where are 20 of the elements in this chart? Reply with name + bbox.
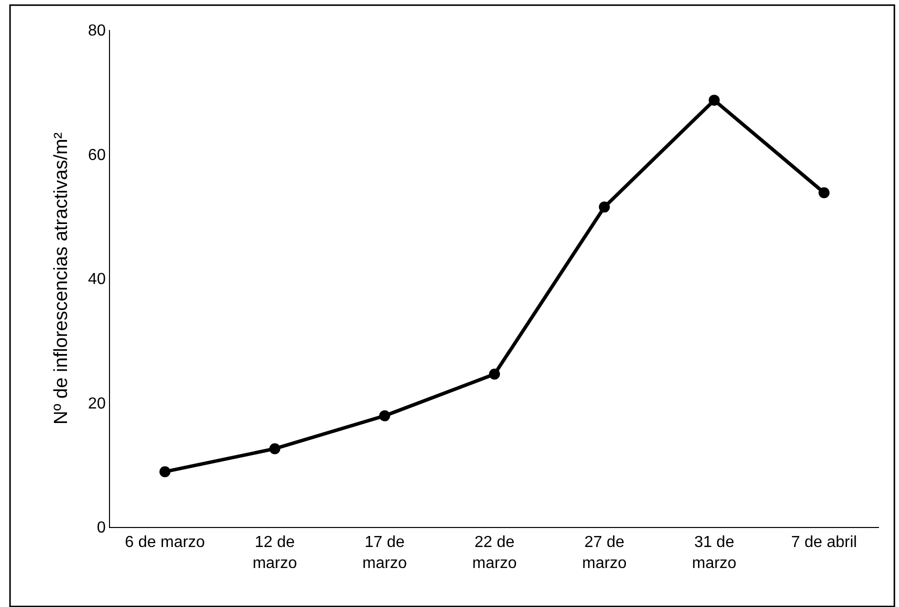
point	[598, 202, 610, 213]
point	[489, 368, 500, 380]
point	[159, 466, 170, 478]
x-tick-label: 27 de marzo	[582, 534, 627, 572]
point	[269, 443, 280, 454]
y-axis-title: Nº de inflorescencias atractivas/m²	[50, 132, 72, 425]
x-tick-label: 22 de marzo	[472, 534, 517, 572]
y-tick-label: 0	[96, 520, 106, 537]
x-tick-label: 7 de abril	[791, 534, 857, 552]
point	[818, 187, 830, 198]
y-tick-label: 40	[88, 271, 106, 288]
x-tick-label: 6 de marzo	[124, 534, 206, 552]
y-tick-label: 60	[88, 146, 106, 164]
y-tick-label: 80	[88, 22, 106, 40]
point	[708, 94, 720, 106]
x-tick-label: 17 de marzo	[362, 534, 407, 572]
point	[379, 410, 390, 422]
y-tick-label: 20	[88, 395, 106, 412]
x-tick-label: 31 de marzo	[692, 534, 737, 572]
x-tick-label: 12 de marzo	[252, 534, 298, 572]
